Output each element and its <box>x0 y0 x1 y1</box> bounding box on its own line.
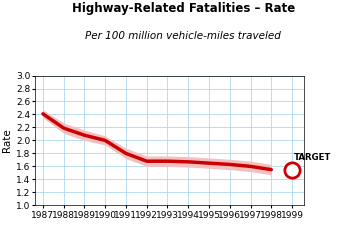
Text: Highway-Related Fatalities – Rate: Highway-Related Fatalities – Rate <box>72 2 295 15</box>
Text: TARGET: TARGET <box>294 153 331 162</box>
Text: Per 100 million vehicle-miles traveled: Per 100 million vehicle-miles traveled <box>85 31 281 41</box>
Y-axis label: Rate: Rate <box>2 129 12 152</box>
